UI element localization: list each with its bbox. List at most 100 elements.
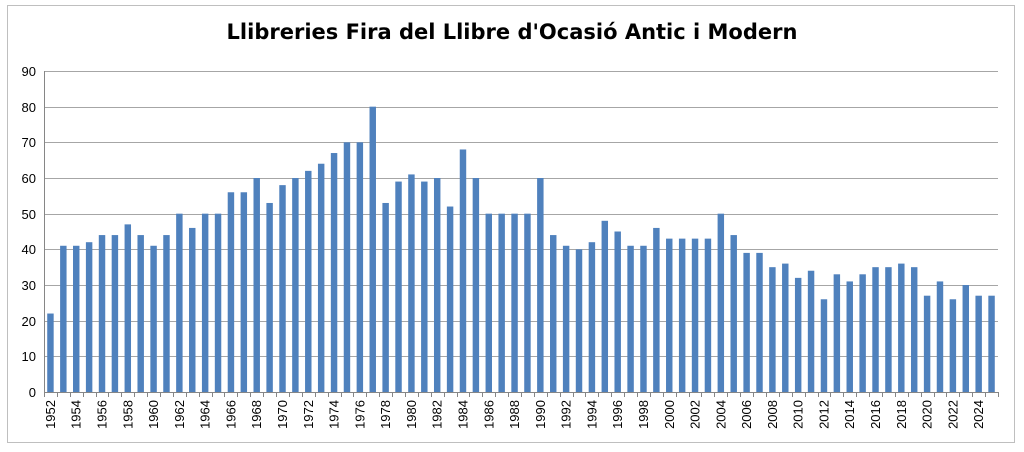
bar-1953 xyxy=(60,245,67,392)
bar-2014 xyxy=(846,281,853,392)
y-tick-label: 60 xyxy=(22,171,36,186)
x-tick-label: 1972 xyxy=(301,400,316,429)
x-tick-label: 1966 xyxy=(223,400,238,429)
y-tick-label: 10 xyxy=(22,349,36,364)
bar-1956 xyxy=(98,235,106,392)
bar-2017 xyxy=(885,267,892,392)
x-tick-label: 1980 xyxy=(404,400,419,429)
bar-1973 xyxy=(317,163,325,392)
bar-1967 xyxy=(240,192,248,392)
bar-1957 xyxy=(111,235,119,392)
bar-1955 xyxy=(85,242,93,392)
y-tick-label: 40 xyxy=(22,242,36,257)
x-tick-label: 1992 xyxy=(559,400,574,429)
bars xyxy=(47,106,995,393)
bar-1965 xyxy=(214,213,222,392)
x-tick-label: 2014 xyxy=(842,400,857,429)
bar-1987 xyxy=(498,213,505,392)
bar-2005 xyxy=(730,235,737,392)
bar-1983 xyxy=(446,206,454,392)
x-tick-label: 1962 xyxy=(172,400,187,429)
bar-1960 xyxy=(150,245,157,392)
bar-1969 xyxy=(266,202,273,392)
x-tick-label: 1986 xyxy=(481,400,496,429)
y-tick-label: 90 xyxy=(22,64,36,79)
x-tick-label: 2004 xyxy=(713,400,728,429)
x-tick-label: 1956 xyxy=(95,400,110,429)
x-tick-label: 1990 xyxy=(533,400,548,429)
x-tick-label: 1976 xyxy=(352,400,367,429)
bar-1986 xyxy=(485,213,492,392)
bar-1996 xyxy=(614,231,621,392)
x-tick-label: 1952 xyxy=(43,400,58,429)
bar-2024 xyxy=(975,295,982,392)
bar-2003 xyxy=(704,238,712,392)
bar-1982 xyxy=(433,178,441,392)
bar-1968 xyxy=(253,178,260,392)
x-tick-label: 1968 xyxy=(249,400,264,429)
y-tick-labels: 0 10 20 30 40 50 60 70 80 90 xyxy=(22,64,36,400)
bar-2016 xyxy=(872,267,879,392)
x-tick-label: 1984 xyxy=(455,400,470,429)
bar-1971 xyxy=(292,178,299,392)
bar-2025 xyxy=(988,295,995,392)
bar-1991 xyxy=(550,235,557,392)
bar-2000 xyxy=(666,238,673,392)
bar-1980 xyxy=(408,174,415,392)
x-tick-label: 1960 xyxy=(146,400,161,429)
bar-1994 xyxy=(588,242,596,392)
bar-1961 xyxy=(163,235,170,392)
bar-1974 xyxy=(330,153,338,392)
bar-1979 xyxy=(395,181,402,392)
bar-1999 xyxy=(653,227,660,392)
x-tick-label: 1958 xyxy=(120,400,135,429)
bar-2008 xyxy=(769,267,776,392)
bar-1993 xyxy=(575,249,583,392)
bar-2015 xyxy=(859,274,866,392)
bar-2006 xyxy=(743,252,750,392)
bar-1952 xyxy=(47,313,54,392)
x-tick-label: 2020 xyxy=(920,400,935,429)
bar-2023 xyxy=(962,285,969,392)
bar-2002 xyxy=(691,238,699,392)
bar-2013 xyxy=(833,274,841,392)
axes xyxy=(44,71,999,397)
x-tick-label: 2012 xyxy=(816,400,831,429)
gridlines xyxy=(44,71,998,357)
x-tick-label: 1964 xyxy=(198,400,213,429)
bar-1989 xyxy=(524,213,531,392)
bar-1997 xyxy=(627,245,634,392)
bar-2007 xyxy=(756,252,763,392)
x-tick-label: 1996 xyxy=(610,400,625,429)
bar-1962 xyxy=(176,213,183,392)
x-tick-label: 2008 xyxy=(765,400,780,429)
bar-1954 xyxy=(73,245,80,392)
bar-2001 xyxy=(678,238,686,392)
bar-1988 xyxy=(511,213,518,392)
bar-2009 xyxy=(782,263,789,392)
x-tick-labels: 1952 1954 1956 1958 1960 1962 1964 1966 1968 1970… xyxy=(43,400,986,429)
bar-1978 xyxy=(382,202,389,392)
y-tick-label: 0 xyxy=(29,385,36,400)
bar-2010 xyxy=(794,277,802,392)
bar-1970 xyxy=(279,185,286,392)
y-tick-label: 30 xyxy=(22,278,36,293)
x-tick-label: 1994 xyxy=(584,400,599,429)
x-tick-label: 2010 xyxy=(791,400,806,429)
x-tick-label: 2018 xyxy=(894,400,909,429)
bar-1972 xyxy=(305,170,312,392)
bar-1976 xyxy=(356,142,364,392)
x-tick-label: 2000 xyxy=(662,400,677,429)
bar-1995 xyxy=(601,220,609,392)
bar-1964 xyxy=(201,213,209,392)
x-tick-label: 1982 xyxy=(430,400,445,429)
x-tick-label: 2006 xyxy=(739,400,754,429)
x-tick-label: 2016 xyxy=(868,400,883,429)
bar-1975 xyxy=(343,142,351,392)
x-tick-label: 2002 xyxy=(688,400,703,429)
bar-1992 xyxy=(562,245,570,392)
bar-1990 xyxy=(537,178,544,392)
bar-1958 xyxy=(124,224,132,392)
bar-2019 xyxy=(910,267,918,392)
